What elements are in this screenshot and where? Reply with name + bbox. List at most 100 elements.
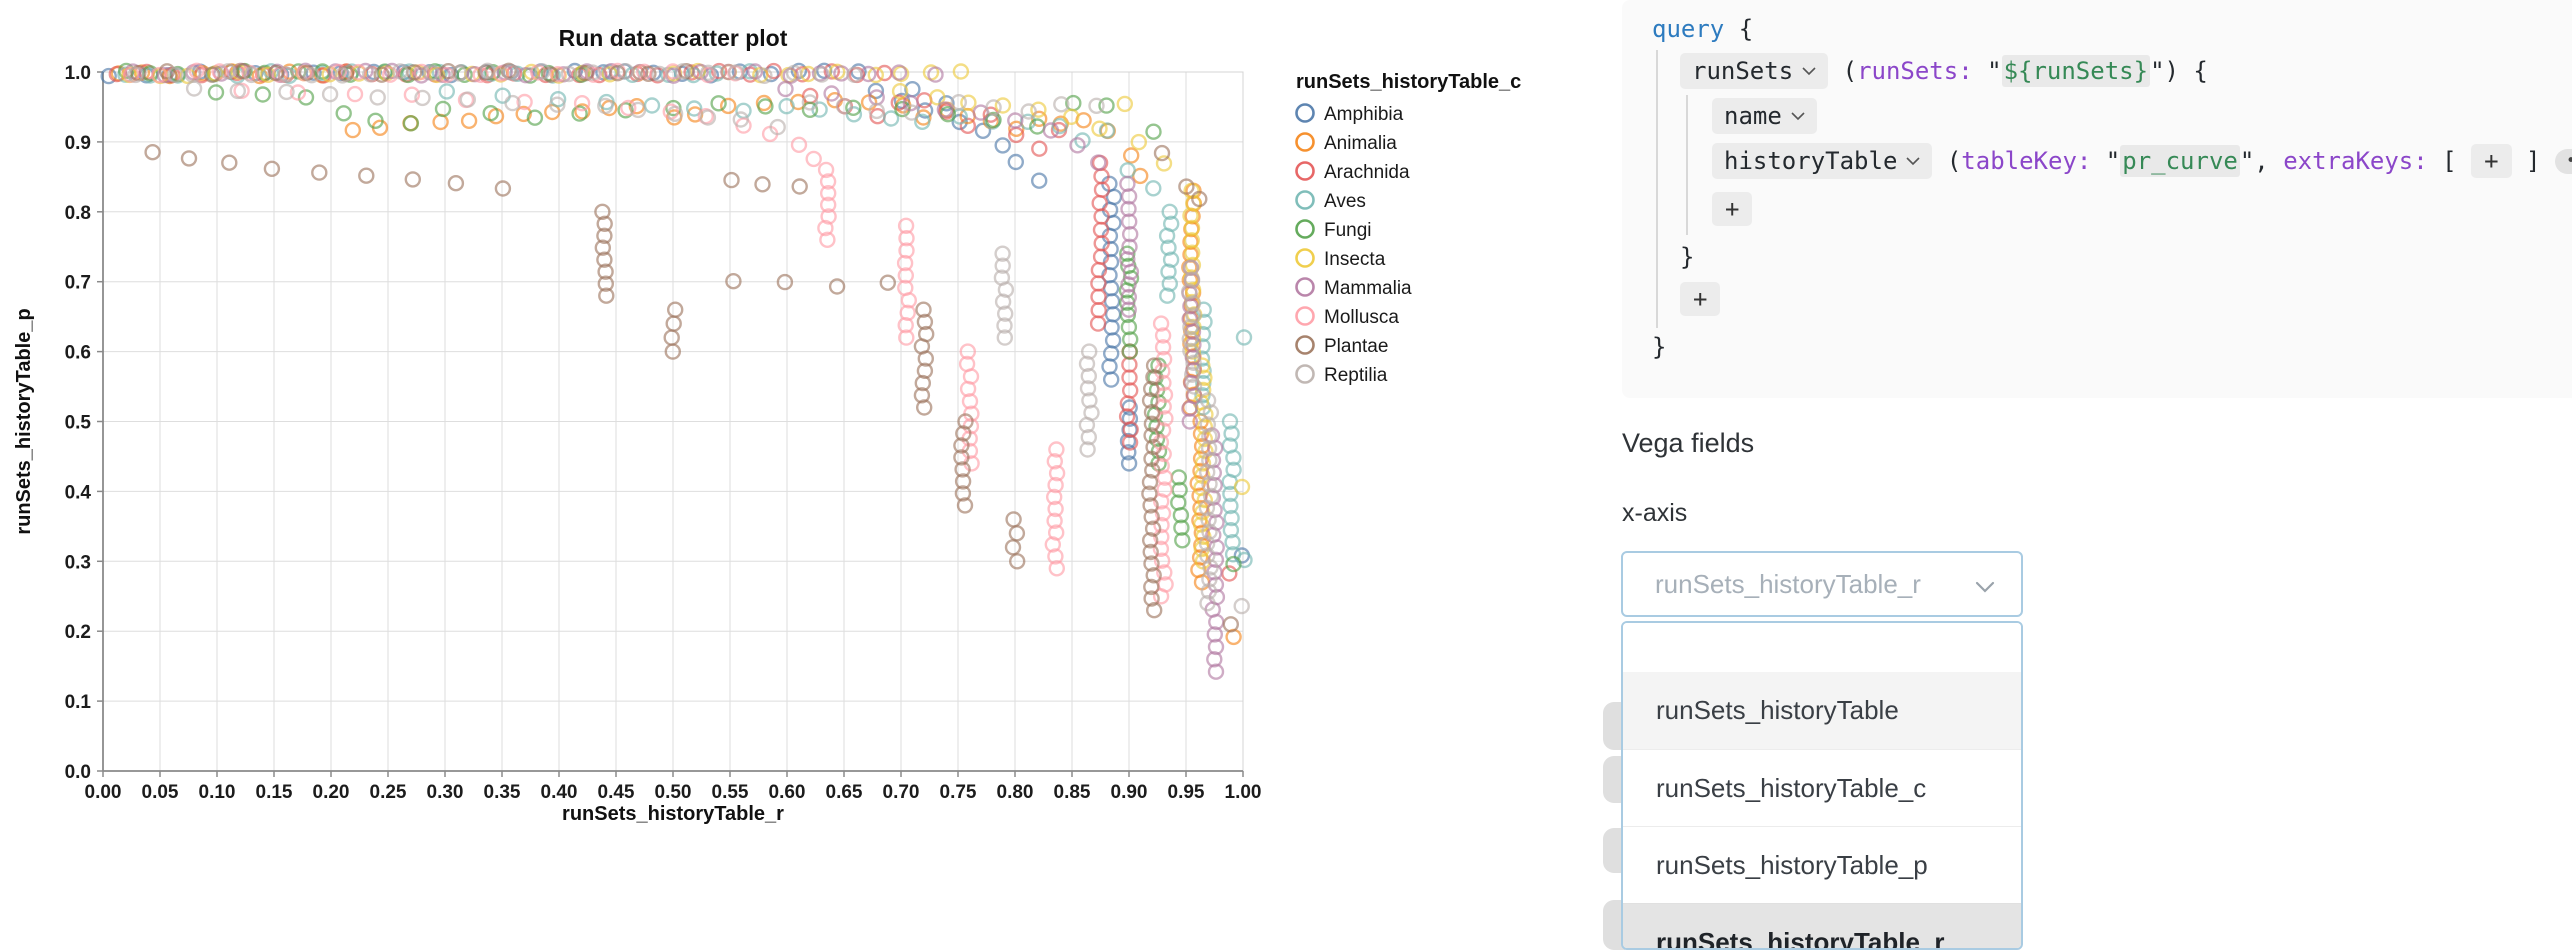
scatter-point bbox=[757, 98, 774, 115]
scatter-point bbox=[571, 105, 588, 122]
scatter-point bbox=[1172, 507, 1190, 524]
scatter-point bbox=[460, 112, 478, 130]
scatter-point bbox=[902, 94, 919, 112]
scatter-point bbox=[617, 62, 634, 80]
scatter-point bbox=[1199, 416, 1217, 433]
scatter-point bbox=[640, 65, 657, 83]
dropdown-option-runSets_historyTable[interactable]: runSets_historyTable bbox=[1623, 672, 2021, 749]
x-tick-label: 0.20 bbox=[313, 782, 350, 803]
legend-item[interactable]: Reptilia bbox=[1295, 364, 1388, 386]
scatter-point bbox=[1153, 516, 1170, 534]
scatter-point bbox=[985, 99, 1002, 116]
scatter-point bbox=[801, 101, 819, 119]
scatter-point bbox=[1201, 475, 1218, 493]
scatter-point bbox=[596, 251, 613, 268]
x-axis-dropdown[interactable]: runSets_historyTable_r bbox=[1621, 551, 2023, 617]
scatter-point bbox=[289, 84, 307, 101]
scatter-point bbox=[996, 329, 1013, 346]
x-tick-label: 0.50 bbox=[655, 782, 692, 803]
scatter-point bbox=[664, 343, 681, 360]
x-axis-dropdown-value: runSets_historyTable_r bbox=[1655, 568, 1921, 599]
scatter-point bbox=[1156, 386, 1174, 403]
scatter-point bbox=[1141, 485, 1158, 502]
scatter-point bbox=[916, 399, 933, 416]
legend-item[interactable]: Mammalia bbox=[1295, 277, 1413, 299]
scatter-point bbox=[1198, 499, 1216, 516]
scatter-point bbox=[1178, 178, 1195, 195]
scatter-point bbox=[896, 254, 914, 272]
scatter-point bbox=[790, 136, 808, 154]
scatter-point bbox=[1142, 497, 1159, 514]
chevron-down-icon bbox=[1791, 111, 1805, 120]
scatter-point bbox=[651, 65, 668, 83]
field-chip-name[interactable]: name bbox=[1712, 98, 1817, 134]
query-syntax: " bbox=[1972, 57, 2002, 85]
scatter-point bbox=[769, 118, 786, 136]
scatter-point bbox=[686, 100, 703, 117]
query-line: name bbox=[1712, 97, 1817, 135]
scatter-point bbox=[1046, 512, 1063, 529]
field-chip-historytable[interactable]: historyTable bbox=[1712, 143, 1933, 179]
more-options-button[interactable]: ••• bbox=[2554, 148, 2572, 174]
scatter-point bbox=[997, 305, 1014, 322]
scatter-point bbox=[211, 63, 228, 80]
scatter-point bbox=[915, 301, 932, 318]
add-field-button[interactable]: + bbox=[1712, 192, 1753, 226]
scatter-point bbox=[158, 63, 176, 80]
scatter-point bbox=[955, 425, 972, 442]
scatter-point bbox=[897, 317, 914, 334]
dropdown-option-runSets_historyTable_c[interactable]: runSets_historyTable_c bbox=[1623, 749, 2021, 826]
scatter-point bbox=[1030, 101, 1047, 118]
scatter-point bbox=[1074, 132, 1091, 149]
field-chip-runsets[interactable]: runSets bbox=[1680, 53, 1829, 89]
legend-swatch-circle bbox=[1295, 277, 1315, 297]
scatter-point bbox=[899, 304, 916, 321]
scatter-point bbox=[1183, 271, 1201, 288]
dropdown-option-runSets_historyTable_p[interactable]: runSets_historyTable_p bbox=[1623, 826, 2021, 903]
scatter-point bbox=[1047, 548, 1064, 565]
scatter-point bbox=[1154, 505, 1172, 522]
scatter-point bbox=[479, 62, 496, 80]
scatter-point bbox=[1141, 532, 1159, 549]
dropdown-option-empty[interactable] bbox=[1623, 623, 2021, 672]
scatter-point bbox=[494, 180, 512, 197]
scatter-point bbox=[1090, 288, 1107, 305]
legend-item[interactable]: Aves bbox=[1295, 190, 1366, 212]
legend-item[interactable]: Plantae bbox=[1295, 335, 1389, 357]
scatter-point bbox=[180, 150, 198, 167]
y-tick-label: 0.5 bbox=[65, 413, 92, 434]
scatter-point bbox=[828, 278, 846, 295]
legend-item[interactable]: Amphibia bbox=[1295, 103, 1404, 125]
legend-item[interactable]: Mollusca bbox=[1295, 306, 1400, 328]
scatter-point bbox=[903, 104, 920, 121]
y-tick-label: 0.9 bbox=[65, 133, 91, 154]
x-axis-field-label: x-axis bbox=[1622, 499, 1688, 527]
legend-item[interactable]: Arachnida bbox=[1295, 161, 1410, 183]
scatter-point bbox=[994, 245, 1011, 262]
legend-item[interactable]: Fungi bbox=[1295, 219, 1372, 241]
scatter-point bbox=[500, 62, 517, 80]
add-field-button[interactable]: + bbox=[1680, 282, 1721, 316]
scatter-point bbox=[1155, 155, 1173, 172]
scatter-point bbox=[502, 64, 519, 81]
scatter-point bbox=[954, 461, 971, 478]
scatter-point bbox=[243, 66, 260, 84]
scatter-point bbox=[845, 106, 863, 123]
scatter-point bbox=[959, 343, 976, 360]
legend-item[interactable]: Insecta bbox=[1295, 248, 1386, 270]
scatter-point bbox=[166, 66, 184, 84]
scatter-point bbox=[1162, 251, 1180, 268]
scatter-point bbox=[1152, 493, 1170, 510]
scatter-point bbox=[358, 167, 375, 184]
scatter-point bbox=[1120, 444, 1137, 461]
dropdown-option-runSets_historyTable_r[interactable]: runSets_historyTable_r bbox=[1623, 903, 2021, 948]
scatter-point bbox=[1152, 588, 1170, 605]
legend-item[interactable]: Animalia bbox=[1295, 132, 1398, 154]
y-tick-label: 0.2 bbox=[65, 622, 91, 643]
scatter-point bbox=[1048, 465, 1066, 482]
legend-label: Mollusca bbox=[1324, 307, 1399, 328]
scatter-point bbox=[954, 473, 972, 490]
query-syntax: ( bbox=[1828, 57, 1858, 85]
scatter-point bbox=[710, 95, 727, 112]
add-field-button[interactable]: + bbox=[2471, 144, 2512, 178]
